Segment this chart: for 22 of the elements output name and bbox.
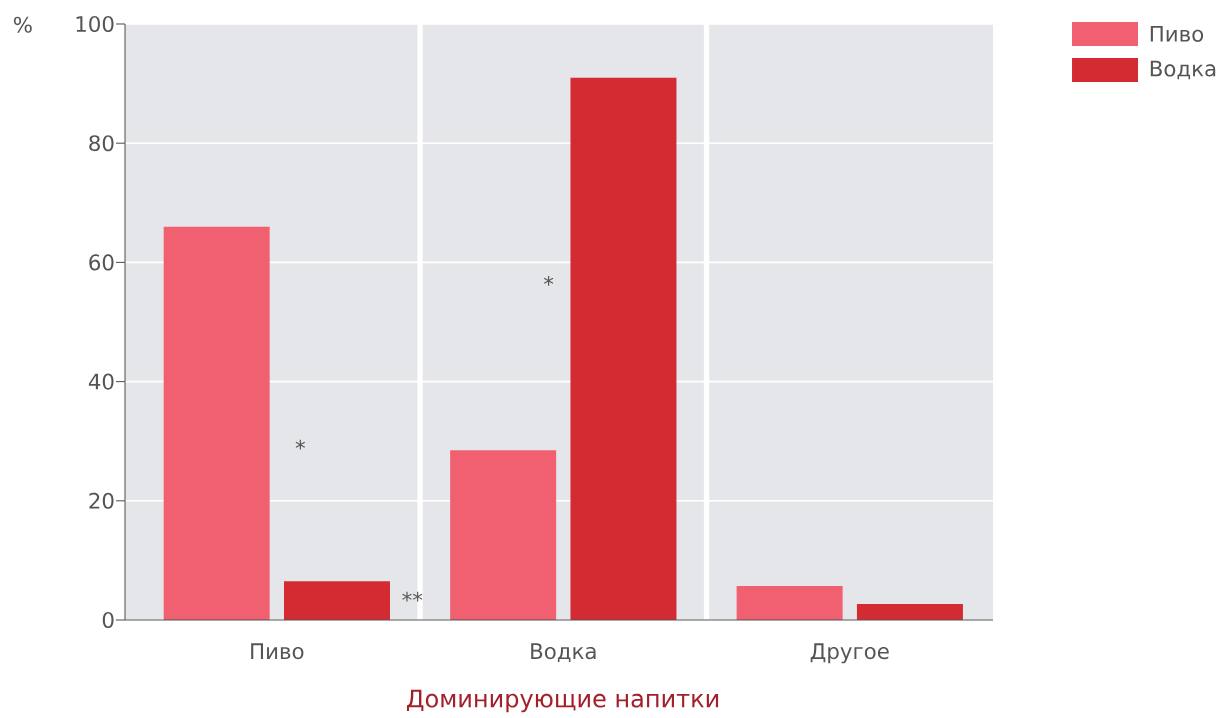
x-tick-label: Водка (531, 643, 596, 662)
bar (570, 77, 677, 620)
y-tick-label: 100 (76, 15, 114, 33)
annotation: * (295, 439, 306, 450)
bar (163, 226, 270, 620)
y-tick-label: 80 (89, 135, 114, 152)
x-tick-label: Пиво (251, 643, 304, 660)
x-tick-label: Другое (810, 643, 889, 664)
legend-label: Водка (1150, 60, 1216, 80)
y-tick-label: 20 (89, 492, 114, 509)
y-tick-label: 40 (88, 373, 114, 390)
x-axis-title: Доминирующие напитки (406, 689, 719, 713)
bar (284, 581, 390, 620)
y-tick-label: 60 (89, 254, 114, 271)
bar (736, 586, 843, 620)
bar (450, 450, 557, 620)
annotation: ** (402, 591, 423, 602)
y-tick-label: 0 (102, 611, 114, 629)
y-axis-title: % (13, 16, 32, 33)
annotation: * (543, 275, 554, 286)
bar (856, 603, 963, 620)
legend-label: Пиво (1150, 26, 1204, 42)
